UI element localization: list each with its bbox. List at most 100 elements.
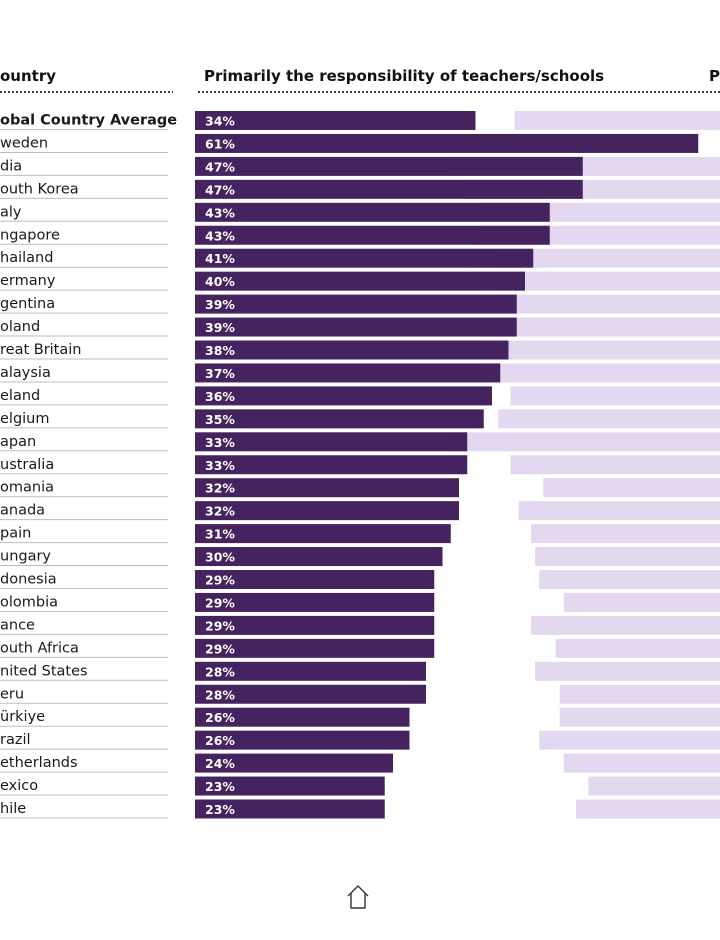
right-bar <box>588 776 720 796</box>
category-label: ance <box>0 617 35 633</box>
category-label: apan <box>0 434 36 450</box>
bar-value-label: 39% <box>205 297 235 312</box>
right-bar <box>498 248 720 268</box>
right-bar <box>449 432 720 452</box>
category-label: anada <box>0 503 45 519</box>
bar <box>195 202 550 222</box>
category-label: eru <box>0 686 24 702</box>
category-label: ürkiye <box>0 709 45 725</box>
category-label: outh Korea <box>0 181 79 197</box>
header-category: ountry <box>0 67 56 85</box>
category-label: donesia <box>0 572 57 588</box>
bar-value-label: 31% <box>205 527 235 542</box>
right-bar <box>473 271 720 291</box>
bar-value-label: 26% <box>205 733 235 748</box>
bar-value-label: 23% <box>205 779 235 794</box>
bar-value-label: 32% <box>205 504 235 519</box>
bar-value-label: 61% <box>205 136 235 151</box>
right-bar <box>510 386 720 406</box>
right-bar <box>481 317 720 337</box>
bar-value-label: 35% <box>205 412 235 427</box>
right-bar <box>539 730 720 750</box>
bar-value-label: 29% <box>205 641 235 656</box>
category-label: weden <box>0 135 48 151</box>
right-bar <box>535 661 720 681</box>
right-bar <box>539 570 720 589</box>
bar-value-label: 29% <box>205 618 235 633</box>
category-label: obal Country Average <box>0 113 177 129</box>
header-series: Primarily the responsibility of teachers… <box>204 67 604 85</box>
bar-value-label: 43% <box>205 228 235 243</box>
right-bar <box>510 455 720 475</box>
category-label: outh Africa <box>0 640 79 656</box>
category-label: reat Britain <box>0 342 81 358</box>
bar-value-label: 39% <box>205 320 235 335</box>
bar <box>195 776 385 796</box>
bar-value-label: 32% <box>205 481 235 496</box>
category-label: alaysia <box>0 365 51 381</box>
bar-value-label: 33% <box>205 435 235 450</box>
right-bar <box>559 707 720 727</box>
bar <box>195 271 525 291</box>
bar-value-label: 36% <box>205 389 235 404</box>
category-label: aly <box>0 204 22 220</box>
bar <box>195 753 393 773</box>
bar <box>195 294 517 314</box>
bar-value-label: 37% <box>205 366 235 381</box>
bar-value-label: 40% <box>205 274 235 289</box>
bar <box>195 409 484 429</box>
bar-value-label: 30% <box>205 550 235 565</box>
bar <box>195 156 583 176</box>
bar-value-label: 43% <box>205 205 235 220</box>
bar-value-label: 33% <box>205 458 235 473</box>
bar-value-label: 26% <box>205 710 235 725</box>
header-right: P <box>709 67 720 85</box>
home-button[interactable] <box>345 883 371 911</box>
bar <box>195 501 459 521</box>
bar <box>195 133 699 153</box>
bar <box>195 340 509 360</box>
right-bar <box>514 111 720 130</box>
bar <box>195 547 443 567</box>
bar <box>195 478 459 498</box>
bar <box>195 661 426 681</box>
right-bar <box>477 363 720 383</box>
category-label: ustralia <box>0 457 54 473</box>
bar <box>195 248 534 268</box>
category-label: exico <box>0 778 38 794</box>
right-bar <box>563 592 720 612</box>
bar <box>195 225 550 245</box>
category-label: dia <box>0 158 22 174</box>
category-label: etherlands <box>0 755 78 771</box>
bar <box>195 111 476 130</box>
right-bar <box>498 409 720 429</box>
bar <box>195 707 410 727</box>
bar <box>195 524 451 544</box>
bar-value-label: 28% <box>205 687 235 702</box>
bar <box>195 179 583 199</box>
right-bar <box>531 524 720 544</box>
category-label: ngapore <box>0 227 60 243</box>
bar-value-label: 47% <box>205 182 235 197</box>
right-bar <box>543 478 720 498</box>
bar <box>195 317 517 337</box>
home-icon <box>347 885 369 909</box>
category-label: omania <box>0 480 54 496</box>
bar-value-label: 24% <box>205 756 235 771</box>
category-label: ermany <box>0 273 56 289</box>
right-bar <box>563 753 720 773</box>
bar-value-label: 28% <box>205 664 235 679</box>
right-bar <box>531 615 720 635</box>
bar <box>195 455 468 475</box>
bar <box>195 386 492 406</box>
category-label: gentina <box>0 296 55 312</box>
right-bar <box>494 340 720 360</box>
bar-value-label: 34% <box>205 114 235 129</box>
category-label: razil <box>0 732 31 748</box>
bar <box>195 684 426 704</box>
bar-value-label: 47% <box>205 159 235 174</box>
category-label: ungary <box>0 549 51 565</box>
right-bar <box>518 501 720 521</box>
bar <box>195 615 435 635</box>
